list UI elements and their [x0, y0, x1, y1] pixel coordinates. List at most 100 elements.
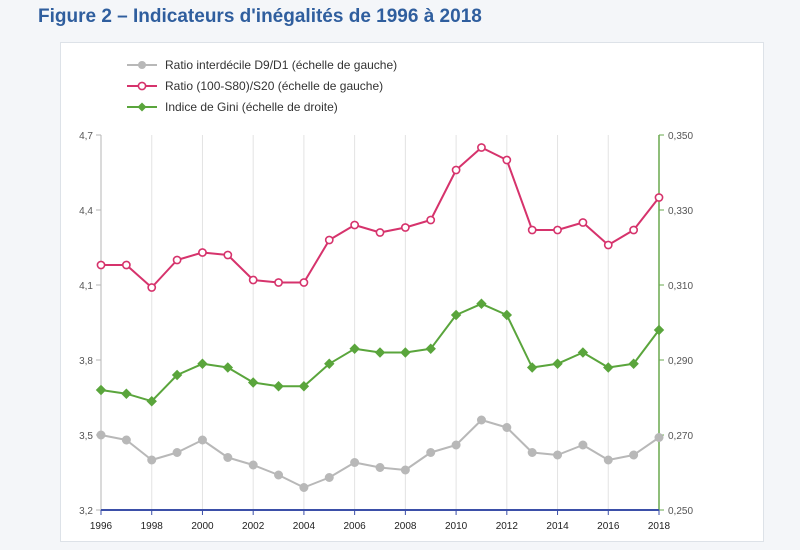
- data-point[interactable]: [629, 225, 639, 235]
- chart: 3,2 3,5 3,8 4,1 4,4 4,7 0,250 0,270 0,290 0,310 0,…: [79, 58, 693, 532]
- data-point[interactable]: [146, 396, 157, 407]
- data-point[interactable]: [197, 358, 208, 369]
- data-point[interactable]: [552, 358, 563, 369]
- data-point[interactable]: [147, 283, 157, 292]
- right-tick-label: 0,350: [668, 131, 693, 142]
- legend-label: Indice de Gini (échelle de droite): [165, 100, 338, 114]
- data-point[interactable]: [451, 440, 461, 450]
- data-point[interactable]: [400, 347, 411, 358]
- data-point[interactable]: [273, 381, 284, 392]
- data-point[interactable]: [375, 228, 385, 237]
- legend-marker: [138, 61, 146, 69]
- data-point[interactable]: [553, 225, 562, 235]
- data-point[interactable]: [654, 193, 664, 202]
- x-tick-label: 2014: [546, 521, 569, 532]
- data-point[interactable]: [223, 250, 233, 260]
- series-line: [100, 419, 660, 489]
- data-point[interactable]: [299, 278, 309, 287]
- x-tick-label: 1998: [141, 521, 164, 532]
- data-point[interactable]: [248, 275, 258, 285]
- data-point[interactable]: [274, 278, 283, 287]
- data-point[interactable]: [248, 460, 258, 470]
- data-point[interactable]: [425, 343, 436, 354]
- right-tick-label: 0,310: [668, 281, 693, 292]
- data-point[interactable]: [578, 440, 588, 450]
- data-point[interactable]: [527, 225, 537, 235]
- legend-item-2[interactable]: Ratio (100-S80)/S20 (échelle de gauche): [127, 79, 383, 93]
- data-point[interactable]: [603, 362, 614, 373]
- left-tick-label: 4,7: [79, 131, 93, 142]
- series-3: [95, 298, 665, 407]
- data-point[interactable]: [198, 248, 207, 257]
- page-title: Figure 2 – Indicateurs d'inégalités de 1…: [38, 6, 482, 27]
- data-point[interactable]: [476, 298, 487, 309]
- data-point[interactable]: [350, 458, 360, 467]
- series-2: [96, 143, 664, 292]
- legend-marker: [137, 81, 147, 91]
- chart-card: 3,2 3,5 3,8 4,1 4,4 4,7 0,250 0,270 0,290 0,310 0,…: [60, 42, 764, 542]
- series-1: [96, 415, 664, 492]
- data-point[interactable]: [147, 455, 157, 465]
- data-point[interactable]: [349, 343, 360, 354]
- data-point[interactable]: [628, 358, 639, 369]
- data-point[interactable]: [502, 423, 512, 432]
- data-point[interactable]: [222, 362, 234, 373]
- data-point[interactable]: [603, 455, 613, 465]
- data-point[interactable]: [629, 450, 639, 460]
- data-point[interactable]: [274, 470, 284, 480]
- legend[interactable]: Ratio interdécile D9/D1 (échelle de gauc…: [127, 58, 397, 114]
- data-point[interactable]: [374, 347, 386, 358]
- data-point[interactable]: [96, 430, 106, 440]
- data-point[interactable]: [121, 435, 131, 445]
- series-group: [95, 143, 665, 492]
- data-point[interactable]: [171, 369, 183, 381]
- data-point[interactable]: [477, 143, 486, 152]
- data-point[interactable]: [426, 448, 436, 457]
- data-point[interactable]: [121, 260, 131, 270]
- data-point[interactable]: [350, 220, 360, 230]
- data-point[interactable]: [603, 240, 613, 250]
- data-point[interactable]: [172, 448, 182, 457]
- data-point[interactable]: [653, 324, 665, 336]
- data-point[interactable]: [501, 309, 513, 321]
- x-tick-label: 2002: [242, 521, 265, 532]
- data-point[interactable]: [400, 465, 410, 475]
- data-point[interactable]: [197, 435, 207, 445]
- data-point[interactable]: [121, 388, 132, 399]
- data-point[interactable]: [577, 347, 589, 358]
- data-point[interactable]: [172, 255, 182, 265]
- data-point[interactable]: [247, 377, 259, 388]
- data-point[interactable]: [324, 358, 335, 369]
- left-tick-label: 4,4: [79, 206, 93, 217]
- left-tick-label: 3,8: [79, 356, 93, 367]
- x-tick-label: 2006: [344, 521, 367, 532]
- data-point[interactable]: [526, 362, 538, 373]
- data-point[interactable]: [527, 448, 537, 457]
- data-point[interactable]: [450, 309, 462, 321]
- data-point[interactable]: [96, 260, 106, 270]
- data-point[interactable]: [324, 473, 334, 482]
- x-tick-label: 2008: [394, 521, 417, 532]
- axes: 3,2 3,5 3,8 4,1 4,4 4,7 0,250 0,270 0,290 0,310 0,…: [79, 131, 693, 532]
- data-point[interactable]: [654, 433, 664, 442]
- left-tick-label: 3,5: [79, 431, 93, 442]
- left-tick-label: 4,1: [79, 281, 93, 292]
- data-point[interactable]: [476, 415, 486, 425]
- data-point[interactable]: [375, 463, 385, 472]
- right-tick-label: 0,330: [668, 206, 693, 217]
- data-point[interactable]: [223, 453, 233, 462]
- data-point[interactable]: [502, 155, 512, 165]
- data-point[interactable]: [400, 223, 410, 232]
- data-point[interactable]: [578, 218, 588, 227]
- data-point[interactable]: [324, 235, 334, 245]
- data-point[interactable]: [426, 215, 436, 225]
- x-tick-label: 2016: [597, 521, 620, 532]
- legend-item-3[interactable]: Indice de Gini (échelle de droite): [127, 100, 338, 114]
- data-point[interactable]: [451, 165, 461, 175]
- data-point[interactable]: [299, 483, 309, 492]
- data-point[interactable]: [95, 384, 107, 396]
- data-point[interactable]: [298, 381, 310, 392]
- data-point[interactable]: [553, 450, 563, 460]
- x-tick-label: 2004: [293, 521, 316, 532]
- legend-item-1[interactable]: Ratio interdécile D9/D1 (échelle de gauc…: [127, 58, 397, 72]
